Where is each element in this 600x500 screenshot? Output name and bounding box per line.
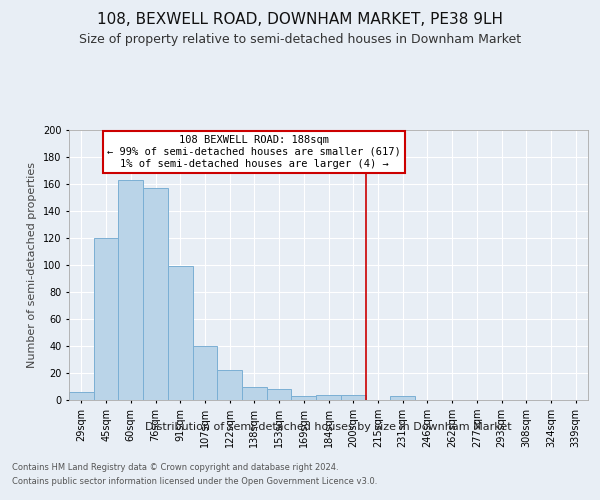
Bar [193,346,217,400]
Bar [118,180,143,400]
Bar [69,392,94,400]
Y-axis label: Number of semi-detached properties: Number of semi-detached properties [28,162,37,368]
Text: Contains HM Land Registry data © Crown copyright and database right 2024.: Contains HM Land Registry data © Crown c… [12,462,338,471]
Text: 108, BEXWELL ROAD, DOWNHAM MARKET, PE38 9LH: 108, BEXWELL ROAD, DOWNHAM MARKET, PE38 … [97,12,503,28]
Bar [267,389,292,400]
Bar [341,394,365,400]
Bar [390,396,415,400]
Text: Contains public sector information licensed under the Open Government Licence v3: Contains public sector information licen… [12,478,377,486]
Bar [316,394,341,400]
Bar [168,266,193,400]
Text: Size of property relative to semi-detached houses in Downham Market: Size of property relative to semi-detach… [79,32,521,46]
Bar [242,386,267,400]
Text: 108 BEXWELL ROAD: 188sqm
← 99% of semi-detached houses are smaller (617)
1% of s: 108 BEXWELL ROAD: 188sqm ← 99% of semi-d… [107,136,401,168]
Bar [94,238,118,400]
Bar [292,396,316,400]
Text: Distribution of semi-detached houses by size in Downham Market: Distribution of semi-detached houses by … [145,422,512,432]
Bar [143,188,168,400]
Bar [217,370,242,400]
